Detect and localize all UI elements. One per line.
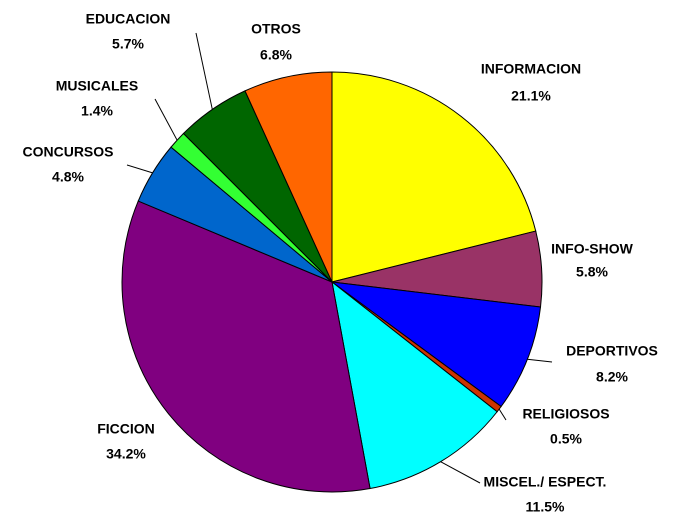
slice-value-label: 11.5%	[526, 499, 565, 515]
slice-label: INFO-SHOW	[551, 241, 633, 257]
slice-label: MUSICALES	[56, 78, 138, 94]
pie-slice	[330, 281, 542, 408]
slice-label: FICCION	[97, 421, 155, 437]
slice-label: MISCEL./ ESPECT.	[484, 474, 607, 490]
leader-line	[154, 98, 178, 141]
slice-label: CONCURSOS	[22, 144, 113, 160]
pie-slice	[331, 71, 537, 283]
slice-value-label: 1.4%	[81, 103, 113, 119]
slice-label: DEPORTIVOS	[566, 343, 658, 359]
slice-value-label: 21.1%	[511, 88, 551, 104]
slice-value-label: 8.2%	[596, 369, 628, 385]
slice-value-label: 34.2%	[106, 446, 146, 462]
slice-label: INFORMACION	[481, 61, 581, 77]
pie-slice	[244, 71, 333, 283]
pie-slice	[121, 200, 371, 493]
slice-value-label: 0.5%	[550, 431, 582, 447]
leader-line	[126, 164, 153, 174]
leader-line	[195, 32, 213, 110]
pie-slice	[331, 280, 498, 490]
slice-label: RELIGIOSOS	[522, 406, 609, 422]
slice-value-label: 5.7%	[112, 36, 144, 52]
slice-label: OTROS	[251, 21, 301, 37]
leader-line	[527, 358, 553, 363]
leader-line	[440, 461, 481, 484]
slice-value-label: 4.8%	[52, 169, 84, 185]
leader-line	[498, 408, 507, 421]
slice-label: EDUCACION	[86, 11, 171, 27]
slice-value-label: 5.8%	[576, 264, 608, 280]
slice-value-label: 6.8%	[260, 47, 292, 63]
